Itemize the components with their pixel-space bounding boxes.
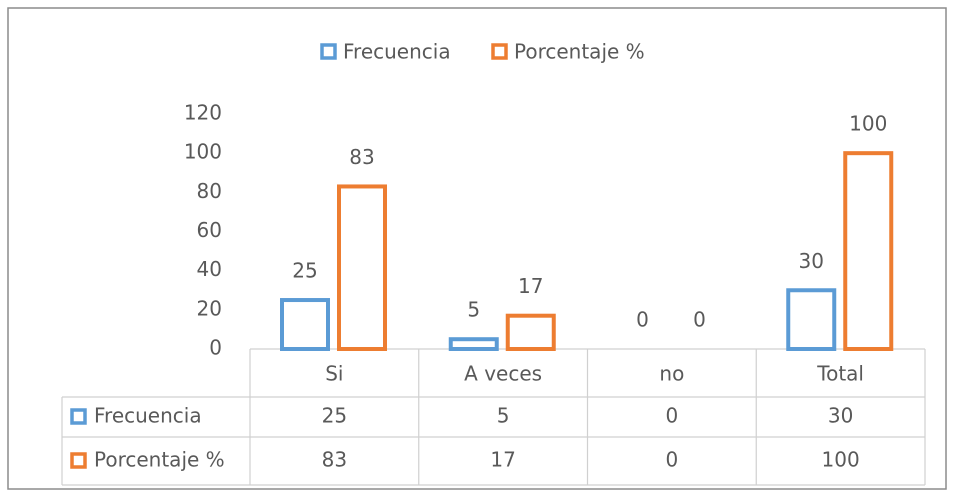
table-cell: 25 xyxy=(322,404,347,428)
bar xyxy=(280,298,330,351)
table-cell: 83 xyxy=(322,448,347,472)
bar xyxy=(505,313,556,352)
bar xyxy=(448,337,499,352)
x-tick-label: A veces xyxy=(464,362,542,386)
y-tick-label: 20 xyxy=(197,296,222,320)
legend-label: Frecuencia xyxy=(343,40,451,64)
x-tick-label: Total xyxy=(816,362,864,386)
x-tick-label: no xyxy=(659,362,684,386)
y-tick-label: 120 xyxy=(184,101,222,125)
bar xyxy=(786,288,837,351)
table-legend-key xyxy=(70,408,87,425)
table-cell: 0 xyxy=(666,404,679,428)
bar xyxy=(843,151,894,351)
table-row-label: Porcentaje % xyxy=(94,448,225,472)
table-cell: 30 xyxy=(828,404,853,428)
table-row-label: Frecuencia xyxy=(94,404,202,428)
data-label: 30 xyxy=(799,249,824,273)
data-label: 83 xyxy=(349,145,374,169)
x-tick-label: Si xyxy=(325,362,343,386)
data-label: 0 xyxy=(636,308,649,332)
data-label: 100 xyxy=(849,112,887,136)
bar xyxy=(337,184,387,351)
data-label: 5 xyxy=(467,298,480,322)
legend-key xyxy=(491,43,508,60)
data-label: 0 xyxy=(693,308,706,332)
table-legend-key xyxy=(70,452,87,469)
y-tick-label: 100 xyxy=(184,140,222,164)
legend-label: Porcentaje % xyxy=(514,40,645,64)
y-tick-label: 60 xyxy=(197,218,222,242)
table-cell: 17 xyxy=(490,448,515,472)
data-label: 25 xyxy=(292,259,317,283)
legend-key xyxy=(320,43,337,60)
chart-border xyxy=(7,7,947,490)
table-cell: 100 xyxy=(822,448,860,472)
table-cell: 5 xyxy=(497,404,510,428)
table-cell: 0 xyxy=(666,448,679,472)
y-tick-label: 0 xyxy=(209,336,222,360)
y-tick-label: 40 xyxy=(197,257,222,281)
data-label: 17 xyxy=(518,274,543,298)
y-tick-label: 80 xyxy=(197,179,222,203)
